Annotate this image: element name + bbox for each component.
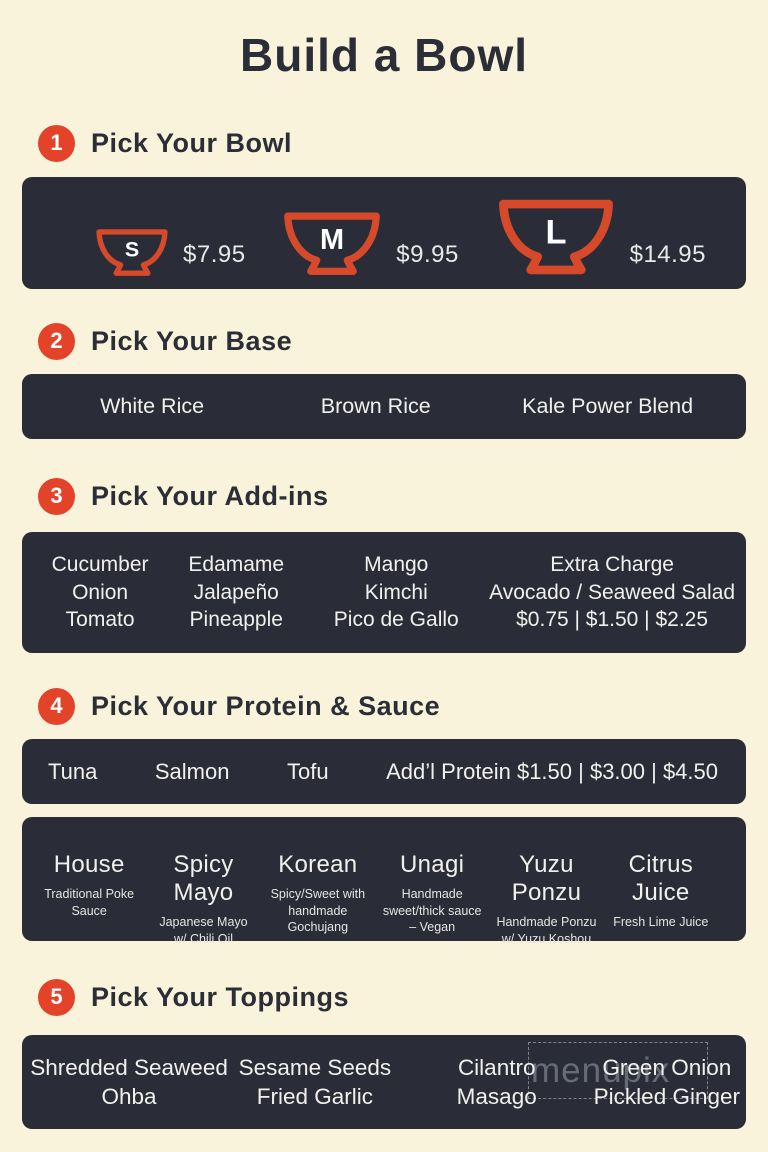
topping-item: Ohba [101,1084,157,1109]
sauce-name: Yuzu Ponzu [511,851,582,906]
topping-column-2: Sesame Seeds Fried Garlic [230,1053,400,1111]
bowl-large-price: $14.95 [629,241,706,268]
base-option-white-rice: White Rice [100,394,205,418]
sauce-name: Unagi [400,851,465,878]
sauce-description: Spicy/Sweet with handmade Gochujang [270,887,366,934]
addin-column-2: Edamame Jalapeño Pineapple [168,551,304,634]
sauce-name: Korean [278,851,358,878]
addins-panel: Cucumber Onion Tomato Edamame Jalapeño P… [22,532,746,653]
sauce-options-panel: House Traditional Poke Sauce Spicy Mayo … [22,817,746,946]
addin-item: Onion [72,580,129,604]
step-badge-4: 4 [38,687,75,725]
step-badge-3: 3 [38,477,75,515]
sauce-description: Fresh Lime Juice [613,915,709,929]
sauce-option-korean: Korean Spicy/Sweet with handmade Gochuja… [261,851,375,936]
section-heading-addins: Pick Your Add-ins [91,480,329,511]
bowl-sizes-panel: S $7.95 M $9.95 L $14.95 [22,177,746,289]
protein-options-panel: Tuna Salmon Tofu Add’l Protein $1.50 | $… [22,739,746,804]
bowl-medium-letter: M [320,224,344,256]
sauce-option-house: House Traditional Poke Sauce [32,851,146,919]
addin-extra-charge-label: Extra Charge [550,553,674,577]
topping-item: Sesame Seeds [238,1055,392,1080]
bowl-medium-icon: M [284,212,381,275]
base-options-panel: White Rice Brown Rice Kale Power Blend [22,374,746,439]
addin-extra-charge-items: Avocado / Seaweed Salad [489,580,736,604]
topping-column-4: Green Onion Pickled Ginger [594,1053,740,1111]
bowl-option-small: S $7.95 [94,228,246,279]
sauce-description: Japanese Mayo w/ Chili Oil [159,915,248,946]
section-header-bowl: 1 Pick Your Bowl [38,124,768,162]
addin-item: Kimchi [364,580,428,604]
section-header-toppings: 5 Pick Your Toppings [38,978,768,1016]
bowl-small-price: $7.95 [183,241,246,268]
topping-item: Shredded Seaweed [30,1055,228,1080]
topping-item: Fried Garlic [256,1084,374,1109]
bowl-small-icon: S [96,229,168,276]
bowl-large-icon: L [498,199,613,275]
bowl-small-letter: S [125,238,139,262]
sauce-description: Handmade sweet/thick sauce – Vegan [382,887,482,934]
sauce-option-yuzu-ponzu: Yuzu Ponzu Handmade Ponzu w/ Yuzu Koshou [489,851,603,947]
sauce-option-unagi: Unagi Handmade sweet/thick sauce – Vegan [375,851,489,936]
menupix-watermark-text: menupix [531,1050,671,1090]
step-badge-1: 1 [38,124,75,162]
protein-addl-pricing: Add’l Protein $1.50 | $3.00 | $4.50 [386,758,718,784]
sauce-option-spicy-mayo: Spicy Mayo Japanese Mayo w/ Chili Oil [146,851,260,947]
addin-column-3: Mango Kimchi Pico de Gallo [304,551,488,634]
topping-item: Masago [456,1084,537,1109]
addin-item: Tomato [65,608,135,632]
protein-option-salmon: Salmon [154,758,230,784]
sauce-description: Handmade Ponzu w/ Yuzu Koshou [496,915,597,946]
addin-item: Pico de Gallo [333,608,459,632]
bowl-option-large: L $14.95 [495,198,706,279]
topping-item: Cilantro [457,1055,536,1080]
section-header-addins: 3 Pick Your Add-ins [38,477,768,515]
topping-item: Green Onion [602,1055,732,1080]
sauce-description: Traditional Poke Sauce [44,887,135,918]
toppings-panel: menupix Shredded Seaweed Ohba Sesame See… [22,1035,746,1129]
topping-item: Pickled Ginger [593,1084,740,1109]
bowl-medium-price: $9.95 [396,241,459,268]
page-title: Build a Bowl [240,29,528,81]
base-option-kale-power-blend: Kale Power Blend [522,394,694,418]
section-heading-bowl: Pick Your Bowl [91,127,293,158]
addin-item: Cucumber [51,553,149,577]
section-heading-protein-sauce: Pick Your Protein & Sauce [91,690,441,721]
menupix-watermark: menupix [528,1042,708,1099]
addin-column-1: Cucumber Onion Tomato [32,551,168,634]
protein-option-tofu: Tofu [286,758,329,784]
addin-item: Pineapple [189,608,283,632]
section-heading-base: Pick Your Base [91,325,293,356]
addin-extra-charge-prices: $0.75 | $1.50 | $2.25 [516,608,709,632]
bowl-large-letter: L [545,213,566,251]
addin-item: Mango [364,553,429,577]
addin-column-extra-charge: Extra Charge Avocado / Seaweed Salad $0.… [488,551,736,634]
sauce-option-citrus-juice: Citrus Juice Fresh Lime Juice [604,851,718,931]
section-heading-toppings: Pick Your Toppings [91,981,350,1012]
sauce-name: Spicy Mayo [173,851,234,906]
topping-column-1: Shredded Seaweed Ohba [28,1053,230,1111]
sauce-name: House [53,851,125,878]
section-header-base: 2 Pick Your Base [38,322,768,360]
topping-column-3: Cilantro Masago [400,1053,594,1111]
bowl-option-medium: M $9.95 [281,211,459,279]
step-badge-5: 5 [38,978,75,1016]
sauce-name: Citrus Juice [628,851,694,906]
base-option-brown-rice: Brown Rice [320,394,431,418]
protein-option-tuna: Tuna [48,758,98,784]
addin-item: Jalapeño [193,580,279,604]
section-header-protein-sauce: 4 Pick Your Protein & Sauce [38,687,768,725]
step-badge-2: 2 [38,322,75,360]
addin-item: Edamame [188,553,285,577]
